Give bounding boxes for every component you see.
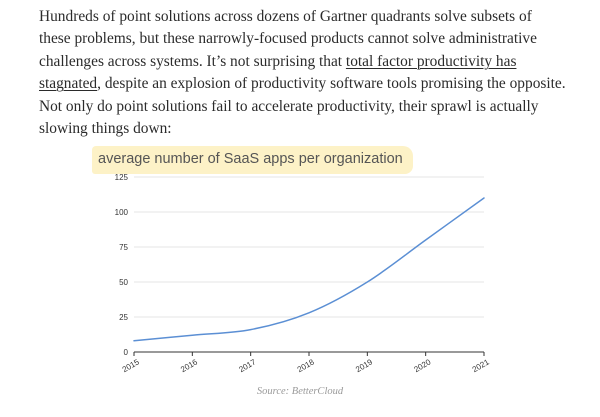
chart-figure: 0 25 50 75 100 125 2015 2016 2017 2018 2019 2020 202… (0, 140, 600, 417)
line-chart: 0 25 50 75 100 125 2015 2016 2017 2018 2019 2020 202… (115, 173, 492, 374)
paragraph-text-start: Hundreds of point solutions across dozen… (39, 8, 537, 70)
y-tick-label: 125 (115, 173, 129, 182)
productivity-stagnated-link[interactable]: total factor productivity has stagnated (39, 52, 517, 93)
y-tick-label: 25 (119, 313, 128, 322)
x-tick-label: 2015 (121, 357, 141, 374)
x-tick-label: 2018 (296, 357, 316, 374)
chart-title-container: average number of SaaS apps per organiza… (92, 144, 413, 174)
paragraph-text: Hundreds of point solutions across dozen… (39, 6, 567, 140)
y-tick-label: 0 (124, 348, 129, 357)
y-tick-label: 50 (119, 278, 128, 287)
x-tick-label: 2019 (354, 357, 374, 374)
x-tick-label: 2021 (471, 357, 491, 374)
paragraph-text-end: , despite an explosion of productivity s… (39, 75, 566, 138)
x-tick-label: 2017 (237, 357, 257, 374)
series-line (133, 197, 485, 342)
y-tick-label: 75 (119, 243, 128, 252)
figure-caption: Source: BetterCloud (256, 386, 344, 397)
title-highlight (92, 146, 413, 174)
article-paragraph: Hundreds of point solutions across dozen… (39, 6, 567, 140)
x-tick-label: 2016 (179, 357, 199, 374)
x-tick-label: 2020 (412, 357, 432, 374)
chart-title: average number of SaaS apps per organiza… (98, 151, 403, 167)
y-tick-label: 100 (115, 208, 129, 217)
